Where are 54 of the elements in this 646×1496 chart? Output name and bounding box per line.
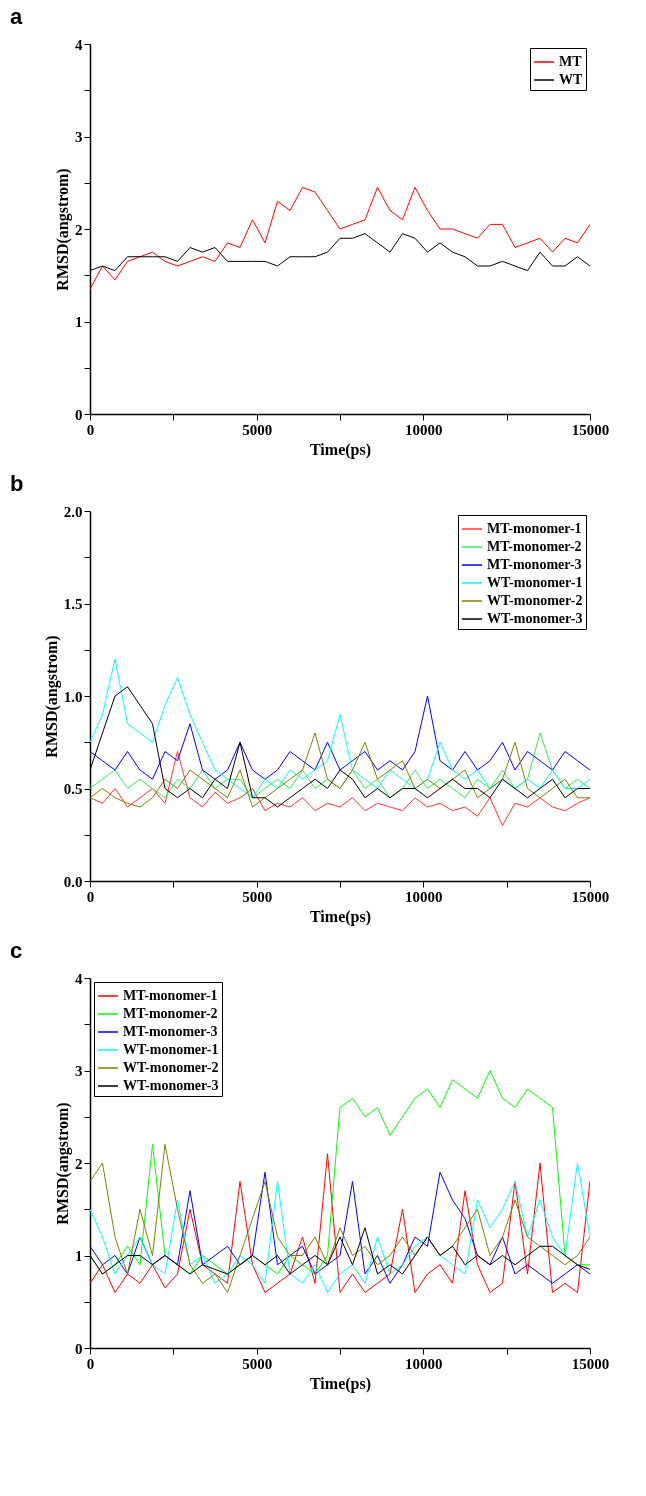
legend-label: WT-monomer-1 xyxy=(123,1042,219,1057)
y-tick-label: 1 xyxy=(75,1248,83,1264)
y-tick-label: 2 xyxy=(75,221,83,238)
x-tick-label: 0 xyxy=(86,421,95,438)
legend-label: MT-monomer-1 xyxy=(487,521,582,536)
x-axis-title: Time(ps) xyxy=(309,440,372,459)
y-tick-label: 0 xyxy=(75,1340,83,1357)
legend-label: WT-monomer-2 xyxy=(487,593,583,608)
legend-label: WT-monomer-1 xyxy=(487,575,583,590)
chart-title: b xyxy=(10,471,24,496)
y-axis-title: RMSD(angstrom) xyxy=(54,168,72,291)
x-tick-label: 10000 xyxy=(405,1355,443,1372)
y-tick-label: 1 xyxy=(75,314,83,330)
y-tick-label: 0.5 xyxy=(63,781,83,797)
y-tick-label: 1.0 xyxy=(63,688,83,705)
line-series xyxy=(90,695,590,780)
y-tick-label: 2 xyxy=(75,1155,83,1172)
chart-title: a xyxy=(10,4,23,29)
x-axis-title: Time(ps) xyxy=(309,907,372,926)
legend-label: MT-monomer-3 xyxy=(123,1024,218,1039)
y-tick-label: 0 xyxy=(75,406,83,423)
y-axis-title: RMSD(angstrom) xyxy=(42,635,61,758)
x-tick-label: 15000 xyxy=(571,421,610,438)
legend-label: MT-monomer-2 xyxy=(123,1006,218,1021)
line-series xyxy=(90,186,590,290)
legend-label: WT xyxy=(559,72,583,87)
y-tick-label: 0.0 xyxy=(63,873,83,890)
legend-label: WT-monomer-3 xyxy=(487,611,583,626)
x-tick-label: 10000 xyxy=(405,888,443,905)
x-tick-label: 5000 xyxy=(242,1355,273,1372)
legend-label: MT xyxy=(559,54,583,69)
y-tick-label: 3 xyxy=(75,129,83,145)
y-tick-label: 3 xyxy=(75,1063,83,1079)
x-tick-label: 0 xyxy=(86,888,95,905)
y-axis-title: RMSD(angstrom) xyxy=(54,1102,72,1225)
legend-label: WT-monomer-3 xyxy=(123,1078,219,1093)
legend-label: WT-monomer-2 xyxy=(123,1060,219,1075)
x-tick-label: 10000 xyxy=(405,421,443,438)
legend-label: MT-monomer-1 xyxy=(123,988,218,1003)
x-tick-label: 15000 xyxy=(571,888,610,905)
legend-label: MT-monomer-3 xyxy=(487,557,582,572)
y-tick-label: 1.5 xyxy=(63,596,83,612)
x-tick-label: 5000 xyxy=(242,421,273,438)
y-tick-label: 2.0 xyxy=(63,503,83,520)
x-axis-title: Time(ps) xyxy=(309,1374,372,1393)
x-tick-label: 15000 xyxy=(571,1355,610,1372)
y-tick-label: 4 xyxy=(75,36,83,53)
y-tick-label: 4 xyxy=(75,970,83,987)
x-tick-label: 5000 xyxy=(242,888,273,905)
line-series xyxy=(90,658,590,799)
legend-label: MT-monomer-2 xyxy=(487,539,582,554)
chart-title: c xyxy=(10,938,23,963)
x-tick-label: 0 xyxy=(86,1355,95,1372)
line-series xyxy=(90,751,590,826)
